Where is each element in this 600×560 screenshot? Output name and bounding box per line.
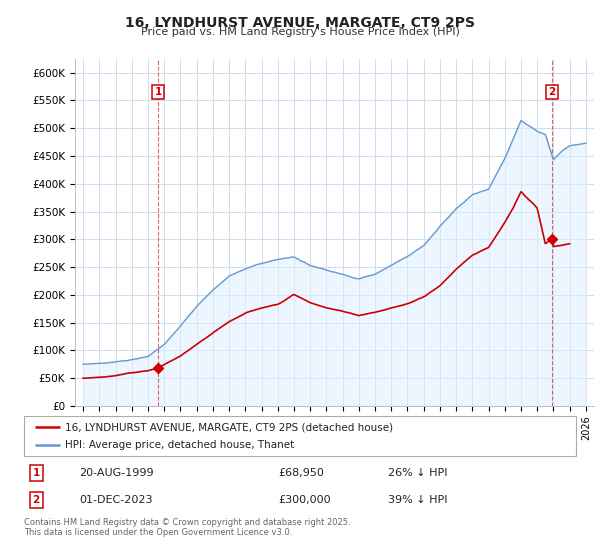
Text: £68,950: £68,950 — [278, 468, 324, 478]
Text: 16, LYNDHURST AVENUE, MARGATE, CT9 2PS: 16, LYNDHURST AVENUE, MARGATE, CT9 2PS — [125, 16, 475, 30]
Text: 20-AUG-1999: 20-AUG-1999 — [79, 468, 154, 478]
Text: 2: 2 — [32, 494, 40, 505]
Text: 1: 1 — [155, 87, 162, 97]
Text: 26% ↓ HPI: 26% ↓ HPI — [388, 468, 448, 478]
Text: HPI: Average price, detached house, Thanet: HPI: Average price, detached house, Than… — [65, 440, 295, 450]
Text: Price paid vs. HM Land Registry's House Price Index (HPI): Price paid vs. HM Land Registry's House … — [140, 27, 460, 37]
Text: 16, LYNDHURST AVENUE, MARGATE, CT9 2PS (detached house): 16, LYNDHURST AVENUE, MARGATE, CT9 2PS (… — [65, 422, 394, 432]
Text: Contains HM Land Registry data © Crown copyright and database right 2025.
This d: Contains HM Land Registry data © Crown c… — [24, 518, 350, 538]
Text: 2: 2 — [548, 87, 556, 97]
Text: 01-DEC-2023: 01-DEC-2023 — [79, 494, 152, 505]
Text: £300,000: £300,000 — [278, 494, 331, 505]
Text: 39% ↓ HPI: 39% ↓ HPI — [388, 494, 448, 505]
FancyBboxPatch shape — [24, 416, 576, 456]
Text: 1: 1 — [32, 468, 40, 478]
